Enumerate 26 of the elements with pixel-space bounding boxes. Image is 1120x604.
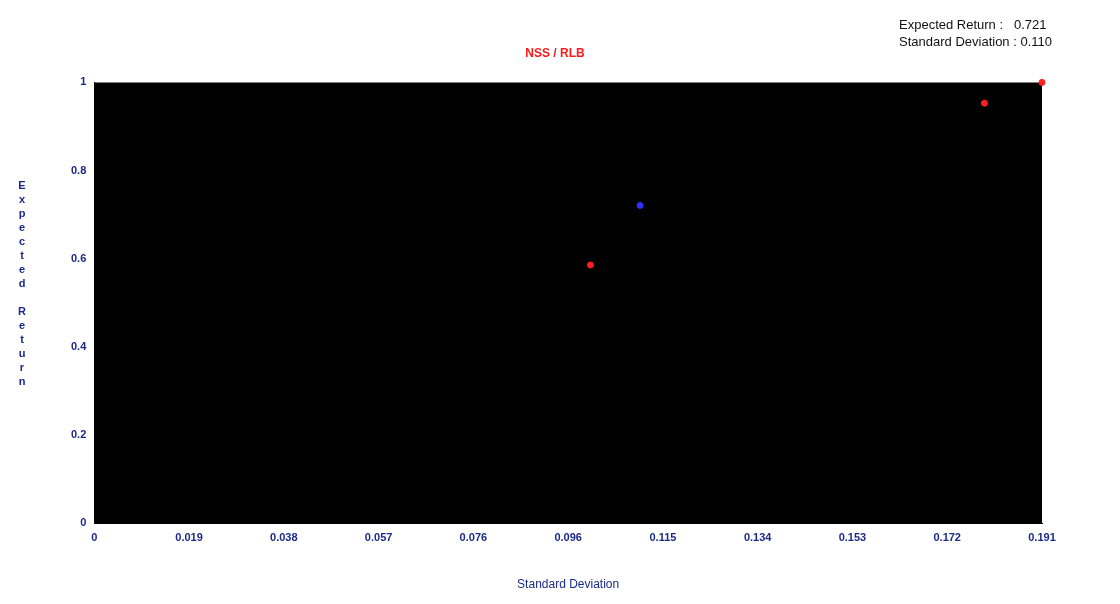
x-tick-label: 0.115 [649,531,677,544]
point [636,201,644,209]
x-tick-label: 0.076 [459,531,488,544]
y-tick-label: 0.8 [70,163,87,176]
y-tick-label: 0.4 [70,340,88,353]
x-tick-label: 0.096 [554,531,582,544]
point [586,261,594,269]
y-tick-label: 0.6 [70,251,87,264]
text: Expected Return : 0.721 [899,16,1048,33]
point [1038,78,1046,86]
x-tick-label: 0.191 [1028,531,1056,544]
x-tick-label: 0.172 [933,531,961,544]
y-tick-label: 0.2 [70,428,87,441]
text: Standard Deviation : 0.110 [899,33,1052,50]
x-tick-label: 0.134 [743,531,773,544]
x-tick-label: 0.153 [838,531,867,544]
x-tick-label: 0.057 [364,531,393,544]
y-tick-label: 1 [80,75,87,88]
x-axis-title: Standard Deviation [517,577,620,592]
chart-title: NSS / RLB [525,45,585,60]
text: Expected Return [18,179,26,387]
x-tick-label: 0.038 [270,531,298,544]
y-tick-label: 0 [80,516,87,529]
point [980,99,988,107]
x-tick-label: 0.019 [175,531,203,544]
x-tick-label: 0 [91,531,98,544]
